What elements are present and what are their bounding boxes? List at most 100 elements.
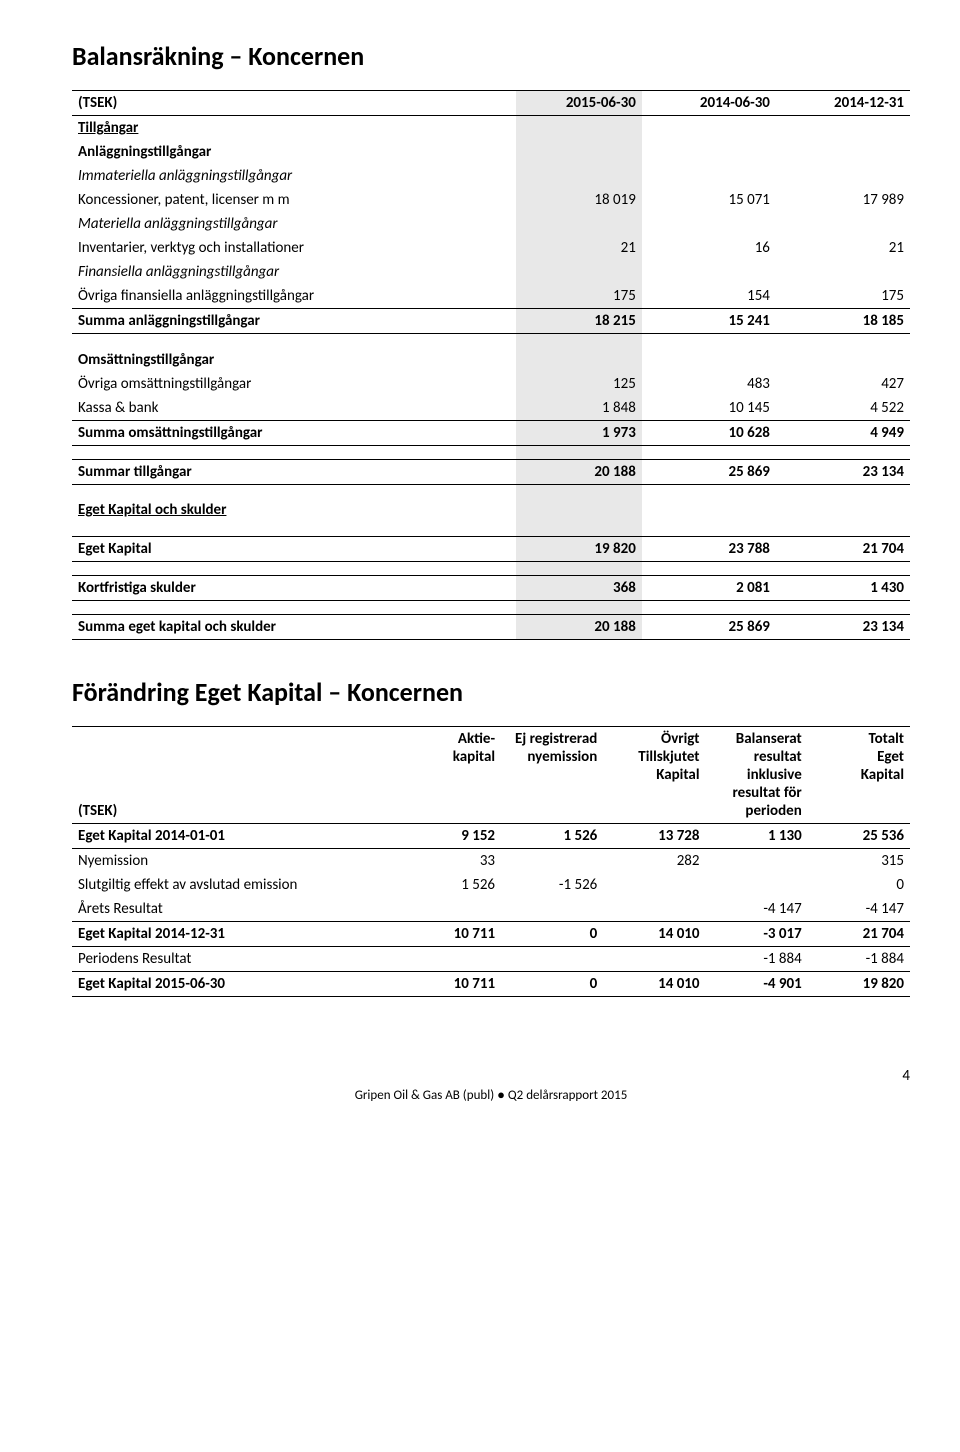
t2-r2-c4 [706,848,808,873]
page-number: 4 [902,1067,910,1085]
row-shortliab-c1: 368 [516,575,642,600]
row-sumcurrent-label: Summa omsättningstillgångar [72,420,516,445]
t2-r7-label: Eget Kapital 2015-06-30 [72,971,399,996]
t2-r2-label: Nyemission [72,848,399,873]
row-sumassets-c3: 23 134 [776,459,910,484]
t1-header-c3: 2014-12-31 [776,91,910,116]
t2-r7-c1: 10 711 [399,971,501,996]
row-otherfin-c2: 154 [642,284,776,309]
footer-company: Gripen Oil & Gas AB (publ) [355,1088,494,1103]
t2-r4-c5: -4 147 [808,897,910,922]
t2-r4-c4: -4 147 [706,897,808,922]
row-sumequity-c1: 20 188 [516,614,642,639]
row-inventory-label: Inventarier, verktyg och installationer [72,236,516,260]
row-sumfixed-c2: 15 241 [642,309,776,334]
section-current: Omsättningstillgångar [72,348,516,372]
t2-r5-c1: 10 711 [399,921,501,946]
t2-r5-c5: 21 704 [808,921,910,946]
t2-r3-c5: 0 [808,873,910,897]
row-sumassets-c2: 25 869 [642,459,776,484]
t2-r7-c4: -4 901 [706,971,808,996]
row-concessions-c3: 17 989 [776,188,910,212]
row-equity-c3: 21 704 [776,536,910,561]
row-otherfin-label: Övriga finansiella anläggningstillgångar [72,284,516,309]
t2-r1-label: Eget Kapital 2014-01-01 [72,823,399,848]
t2-h-label: (TSEK) [72,726,399,823]
t1-header-c2: 2014-06-30 [642,91,776,116]
t2-r4-c2 [501,897,603,922]
row-sumassets-label: Summar tillgångar [72,459,516,484]
t2-r6-c2 [501,946,603,971]
section-tangible: Materiella anläggningstillgångar [72,212,516,236]
row-concessions-c1: 18 019 [516,188,642,212]
row-otherfin-c3: 175 [776,284,910,309]
t2-r3-label: Slutgiltig effekt av avslutad emission [72,873,399,897]
t2-r3-c4 [706,873,808,897]
section-fixed: Anläggningstillgångar [72,140,516,164]
t2-r6-label: Periodens Resultat [72,946,399,971]
row-cash-c2: 10 145 [642,396,776,421]
row-othercurrent-c1: 125 [516,372,642,396]
balance-sheet-heading: Balansräkning – Koncernen [72,40,910,72]
t2-r2-c2 [501,848,603,873]
t2-h-c1: Aktie-kapital [399,726,501,823]
row-equity-c2: 23 788 [642,536,776,561]
row-sumcurrent-c1: 1 973 [516,420,642,445]
row-sumcurrent-c2: 10 628 [642,420,776,445]
t2-r3-c3 [603,873,705,897]
row-equity-c1: 19 820 [516,536,642,561]
t2-r5-c4: -3 017 [706,921,808,946]
row-othercurrent-c2: 483 [642,372,776,396]
t2-r1-c1: 9 152 [399,823,501,848]
equity-changes-table: (TSEK) Aktie-kapital Ej registreradnyemi… [72,726,910,997]
t2-r1-c3: 13 728 [603,823,705,848]
bullet-icon: ● [497,1087,505,1102]
row-shortliab-c3: 1 430 [776,575,910,600]
row-cash-c3: 4 522 [776,396,910,421]
row-sumfixed-label: Summa anläggningstillgångar [72,309,516,334]
row-equity-label: Eget Kapital [72,536,516,561]
t2-r7-c5: 19 820 [808,971,910,996]
t2-r7-c3: 14 010 [603,971,705,996]
section-financial: Finansiella anläggningstillgångar [72,260,516,284]
t2-r4-c1 [399,897,501,922]
t2-r3-c1: 1 526 [399,873,501,897]
t2-r2-c3: 282 [603,848,705,873]
t2-h-c3: ÖvrigtTillskjutetKapital [603,726,705,823]
t2-r3-c2: -1 526 [501,873,603,897]
footer-doc: Q2 delårsrapport 2015 [508,1088,627,1103]
row-cash-label: Kassa & bank [72,396,516,421]
row-sumassets-c1: 20 188 [516,459,642,484]
t2-r4-c3 [603,897,705,922]
t1-header-label: (TSEK) [72,91,516,116]
t2-r2-c5: 315 [808,848,910,873]
row-inventory-c1: 21 [516,236,642,260]
t2-r6-c4: -1 884 [706,946,808,971]
row-concessions-label: Koncessioner, patent, licenser m m [72,188,516,212]
row-otherfin-c1: 175 [516,284,642,309]
t2-r6-c5: -1 884 [808,946,910,971]
t2-r6-c1 [399,946,501,971]
t2-r4-label: Årets Resultat [72,897,399,922]
t2-r2-c1: 33 [399,848,501,873]
row-shortliab-c2: 2 081 [642,575,776,600]
section-intangible: Immateriella anläggningstillgångar [72,164,516,188]
page-footer: 4 Gripen Oil & Gas AB (publ) ● Q2 delårs… [72,1087,910,1103]
t2-h-c2: Ej registreradnyemission [501,726,603,823]
row-sumfixed-c1: 18 215 [516,309,642,334]
t2-h-c4: Balanseratresultatinklusiveresultat förp… [706,726,808,823]
row-inventory-c3: 21 [776,236,910,260]
row-sumequity-c3: 23 134 [776,614,910,639]
t2-r5-c2: 0 [501,921,603,946]
t2-r5-label: Eget Kapital 2014-12-31 [72,921,399,946]
row-cash-c1: 1 848 [516,396,642,421]
t2-r1-c5: 25 536 [808,823,910,848]
t2-h-c5: TotaltEgetKapital [808,726,910,823]
row-sumequity-c2: 25 869 [642,614,776,639]
balance-sheet-table: (TSEK) 2015-06-30 2014-06-30 2014-12-31 … [72,90,910,640]
row-sumequity-label: Summa eget kapital och skulder [72,614,516,639]
t2-r6-c3 [603,946,705,971]
t2-r1-c4: 1 130 [706,823,808,848]
section-equity-liab: Eget Kapital och skulder [72,498,516,522]
row-sumfixed-c3: 18 185 [776,309,910,334]
